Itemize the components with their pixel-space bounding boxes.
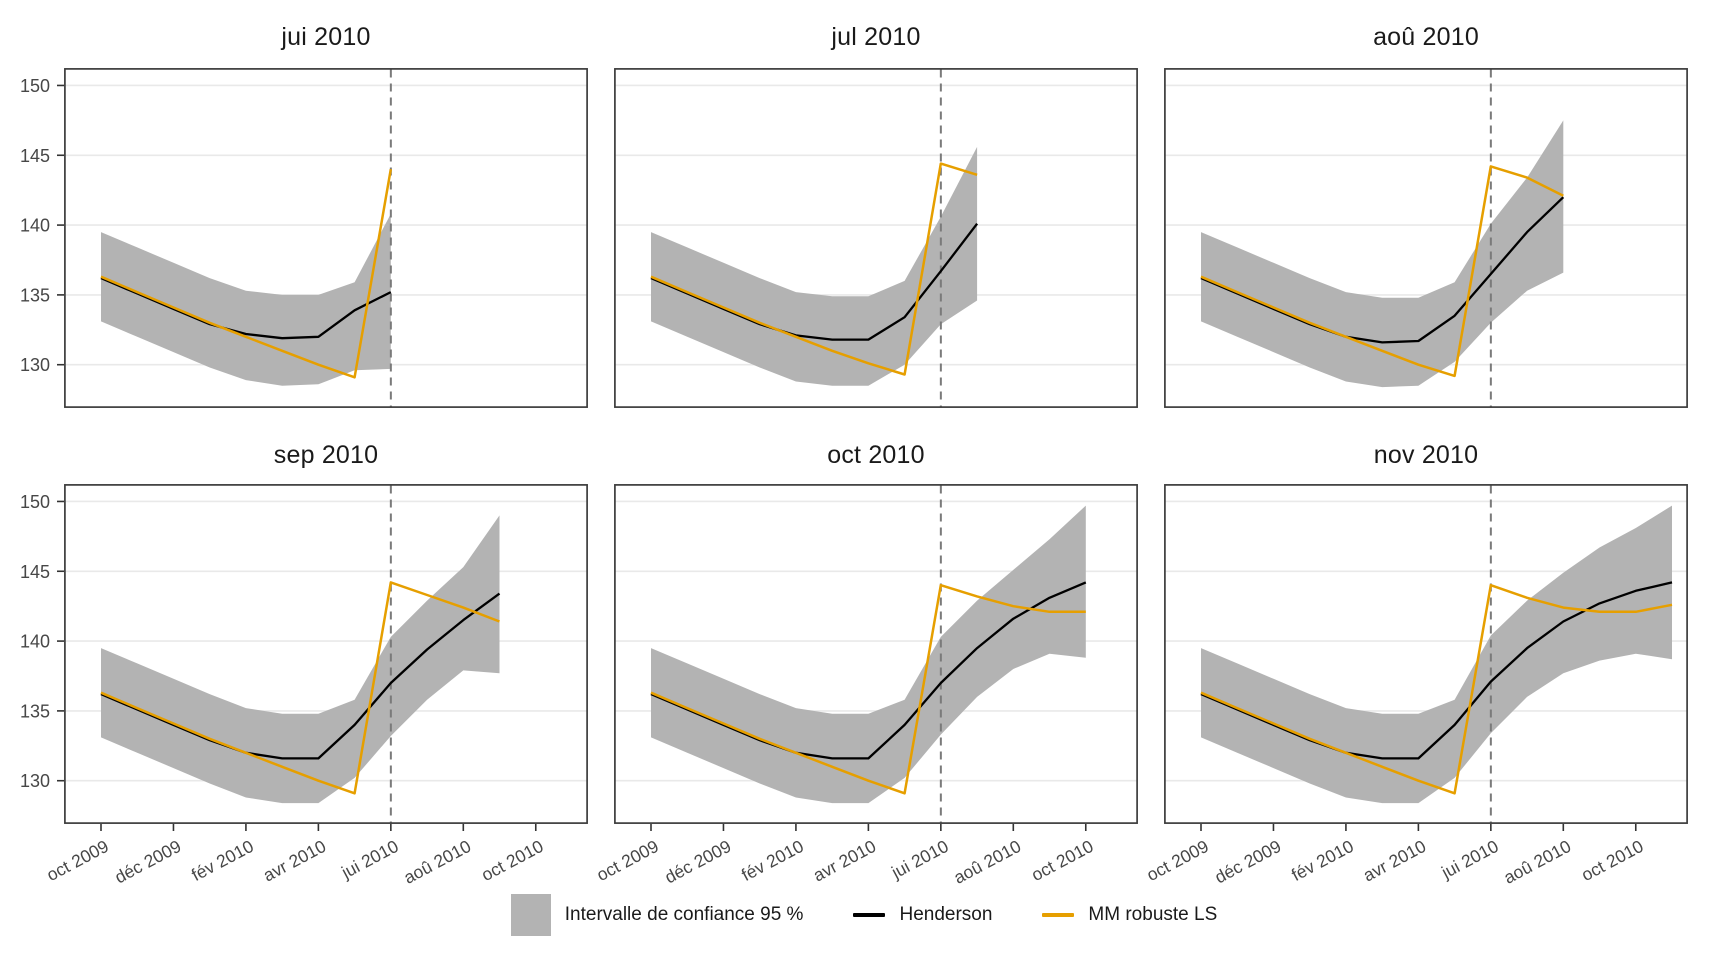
x-tick-label: avr 2010 — [1360, 836, 1430, 886]
legend-key-henderson — [853, 913, 886, 917]
y-tick-label: 145 — [20, 146, 50, 166]
x-tick-label: oct 2010 — [1578, 836, 1647, 885]
facet-title-4: oct 2010 — [827, 441, 925, 469]
y-tick-label: 150 — [20, 76, 50, 96]
x-tick-label: avr 2010 — [260, 836, 330, 886]
facet-title-5: nov 2010 — [1373, 441, 1479, 469]
henderson-line — [100, 277, 392, 340]
legend-label-mm-robuste-ls: MM robuste LS — [1088, 904, 1218, 925]
legend-item-confidence-interval: Intervalle de confiance 95 % — [510, 894, 804, 936]
facet-title-1: jul 2010 — [831, 23, 921, 51]
x-tick-label: oct 2009 — [593, 836, 662, 885]
x-tick-label: déc 2009 — [111, 836, 184, 887]
x-axis: oct 2009 déc 2009 fév 2010 avr 2010 jui 2010… — [593, 824, 1097, 888]
facet-panel-4 — [614, 484, 1138, 824]
confidence-ribbon — [651, 146, 978, 386]
legend-key-mm-robuste-ls — [1042, 913, 1075, 917]
legend: Intervalle de confiance 95 % Henderson M… — [0, 894, 1728, 936]
mm-robuste-ls-line — [1200, 165, 1564, 378]
x-tick-label: déc 2009 — [1211, 836, 1284, 887]
mm-robuste-ls-line — [650, 162, 978, 376]
y-tick-label: 135 — [20, 701, 50, 721]
y-tick-label: 140 — [20, 632, 50, 652]
x-tick-label: fév 2010 — [188, 836, 257, 885]
x-tick-label: oct 2009 — [1143, 836, 1212, 885]
confidence-ribbon — [651, 505, 1086, 804]
facet-panel-1 — [614, 68, 1138, 408]
y-tick-label: 145 — [20, 562, 50, 582]
x-tick-label: fév 2010 — [738, 836, 807, 885]
facet-panel-5 — [1164, 484, 1688, 824]
y-tick-label: 150 — [20, 492, 50, 512]
x-tick-label: oct 2010 — [478, 836, 547, 885]
legend-label-confidence-interval: Intervalle de confiance 95 % — [564, 904, 804, 925]
y-tick-label: 130 — [20, 771, 50, 791]
mm-robuste-ls-line — [1200, 583, 1673, 795]
x-tick-label: aoû 2010 — [400, 836, 474, 888]
y-tick-label: 130 — [20, 355, 50, 375]
x-tick-label: jui 2010 — [337, 836, 402, 883]
y-axis: 150 145 140 135 130 — [20, 76, 64, 375]
panel-border — [64, 68, 588, 408]
x-tick-label: oct 2010 — [1028, 836, 1097, 885]
y-axis: 150 145 140 135 130 — [20, 492, 64, 791]
panel-border — [64, 484, 588, 824]
henderson-line — [1200, 196, 1565, 344]
facet-title-0: jui 2010 — [281, 23, 371, 51]
facet-title-2: aoû 2010 — [1373, 23, 1479, 51]
panel-border — [614, 68, 1138, 408]
facet-panel-0 — [64, 68, 588, 408]
x-axis: oct 2009 déc 2009 fév 2010 avr 2010 jui 2010… — [43, 824, 547, 888]
x-tick-label: déc 2009 — [661, 836, 734, 887]
henderson-line — [650, 581, 1087, 760]
mm-robuste-ls-line — [100, 168, 393, 379]
henderson-line — [650, 223, 979, 341]
x-tick-label: avr 2010 — [810, 836, 880, 886]
x-tick-label: oct 2009 — [43, 836, 112, 885]
legend-item-henderson: Henderson — [853, 904, 992, 926]
x-tick-label: aoû 2010 — [1500, 836, 1574, 888]
y-tick-label: 140 — [20, 216, 50, 236]
facet-title-3: sep 2010 — [273, 441, 379, 469]
panel-border — [614, 484, 1138, 824]
facet-panel-3 — [64, 484, 588, 824]
mm-robuste-ls-line — [650, 583, 1086, 795]
henderson-line — [100, 592, 501, 760]
y-tick-label: 135 — [20, 285, 50, 305]
legend-key-ribbon — [510, 894, 551, 936]
x-tick-label: aoû 2010 — [950, 836, 1024, 888]
confidence-ribbon — [101, 515, 500, 804]
legend-item-mm-robuste-ls: MM robuste LS — [1042, 904, 1217, 926]
x-axis: oct 2009 déc 2009 fév 2010 avr 2010 jui 2010… — [1143, 824, 1647, 888]
mm-robuste-ls-line — [100, 581, 500, 795]
confidence-ribbon — [101, 213, 391, 386]
henderson-line — [1200, 581, 1673, 760]
x-tick-label: jui 2010 — [1437, 836, 1502, 883]
legend-label-henderson: Henderson — [899, 904, 993, 925]
x-tick-label: jui 2010 — [887, 836, 952, 883]
confidence-ribbon — [1201, 120, 1564, 388]
facet-grid: jui 2010 jul 2010 aoû 2010 150 145 140 135 130 s… — [20, 23, 1688, 888]
panel-border — [1164, 68, 1688, 408]
confidence-ribbon — [1201, 505, 1672, 804]
x-tick-label: fév 2010 — [1288, 836, 1357, 885]
facet-panel-2 — [1164, 68, 1688, 408]
panel-border — [1164, 484, 1688, 824]
